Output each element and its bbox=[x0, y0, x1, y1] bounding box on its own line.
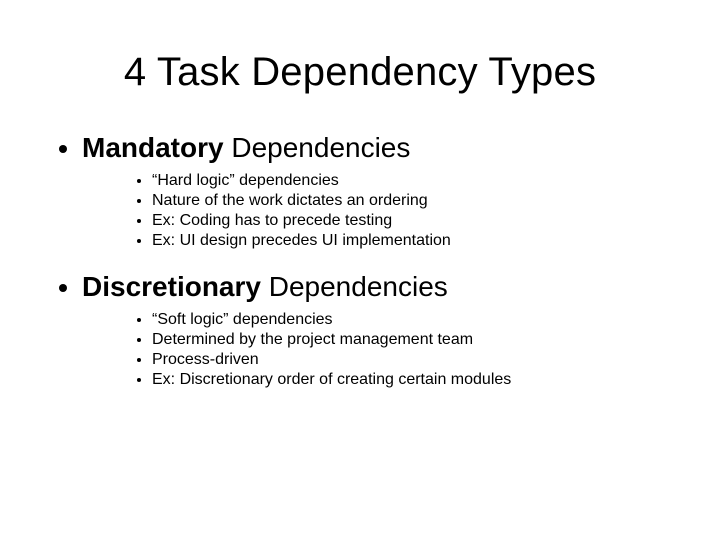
top-bullet-list: Mandatory Dependencies “Hard logic” depe… bbox=[50, 130, 670, 390]
list-item: “Soft logic” dependencies bbox=[152, 310, 670, 330]
section-discretionary: Discretionary Dependencies “Soft logic” … bbox=[82, 269, 670, 390]
section-heading: Discretionary Dependencies bbox=[82, 271, 448, 302]
list-item: “Hard logic” dependencies bbox=[152, 171, 670, 191]
sub-bullet-list: “Soft logic” dependencies Determined by … bbox=[82, 310, 670, 390]
list-item: Ex: Discretionary order of creating cert… bbox=[152, 370, 670, 390]
section-mandatory: Mandatory Dependencies “Hard logic” depe… bbox=[82, 130, 670, 251]
section-heading-rest: Dependencies bbox=[224, 132, 411, 163]
sub-bullet-list: “Hard logic” dependencies Nature of the … bbox=[82, 171, 670, 251]
list-item: Determined by the project management tea… bbox=[152, 330, 670, 350]
section-heading-rest: Dependencies bbox=[261, 271, 448, 302]
slide: 4 Task Dependency Types Mandatory Depend… bbox=[0, 0, 720, 540]
slide-title: 4 Task Dependency Types bbox=[50, 50, 670, 95]
section-heading-bold: Discretionary bbox=[82, 271, 261, 302]
section-heading: Mandatory Dependencies bbox=[82, 132, 410, 163]
list-item: Process-driven bbox=[152, 350, 670, 370]
list-item: Nature of the work dictates an ordering bbox=[152, 191, 670, 211]
list-item: Ex: UI design precedes UI implementation bbox=[152, 231, 670, 251]
section-heading-bold: Mandatory bbox=[82, 132, 224, 163]
list-item: Ex: Coding has to precede testing bbox=[152, 211, 670, 231]
